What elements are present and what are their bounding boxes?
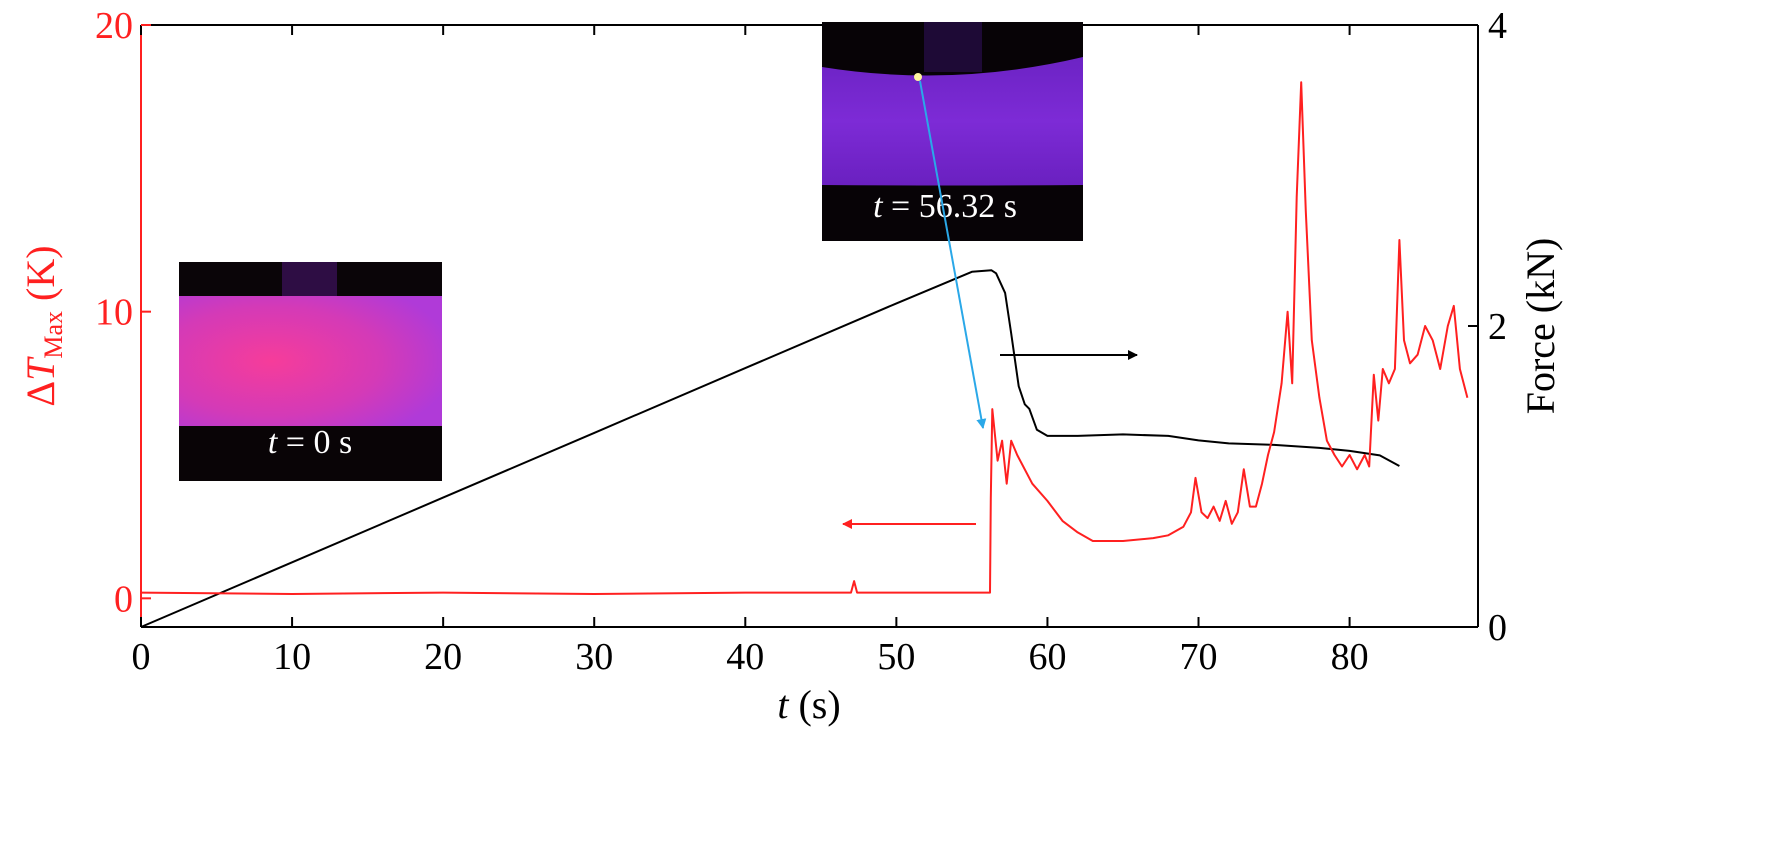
inset-t56-specimen [822, 57, 1083, 186]
inset-t0-label: t = 0 s [268, 424, 352, 461]
x-tick-label: 50 [877, 636, 915, 678]
inset-t56-label: t = 56.32 s [873, 188, 1017, 225]
y-left-unit: (K) [18, 245, 63, 311]
x-axis-title: t (s) [777, 682, 840, 727]
inset-t56-value: = 56.32 s [883, 188, 1017, 225]
inset-image-t56: t = 56.32 s [822, 22, 1083, 241]
plot-area [140, 24, 1479, 628]
y-right-tick-label: 4 [1488, 5, 1507, 47]
x-tick-label: 40 [726, 636, 764, 678]
y-left-tick-label: 0 [114, 578, 133, 620]
series-layer [140, 81, 1469, 628]
inset-t56-var: t [873, 188, 884, 225]
inset-t0-value: = 0 s [277, 424, 352, 461]
inset-t0-grip-bottom [179, 426, 442, 481]
x-axis-var: t [777, 682, 789, 727]
axis-ticks: 0 10 20 30 40 50 60 70 80 0 10 20 0 2 4 [95, 5, 1507, 678]
x-axis-unit: (s) [788, 682, 840, 727]
y-left-var: T [18, 356, 63, 381]
inset-t0-specimen [179, 296, 442, 426]
inset-t0-var: t [268, 424, 279, 461]
temperature-series-line [140, 81, 1469, 595]
force-series-line [140, 269, 1400, 628]
y-left-sub: Max [39, 311, 68, 359]
x-tick-label: 70 [1180, 636, 1218, 678]
inset-t0-grip-top [282, 262, 337, 296]
arrow-hotspot-to-peak [919, 80, 987, 429]
inset-t56-hot-spot [914, 73, 922, 81]
x-tick-label: 80 [1331, 636, 1369, 678]
x-tick-label: 10 [273, 636, 311, 678]
inset-t56-grip-top [924, 22, 982, 72]
y-right-axis-title: Force (kN) [1518, 238, 1563, 415]
y-left-prefix: Δ [18, 381, 63, 407]
x-tick-label: 0 [132, 636, 151, 678]
inset-image-t0: t = 0 s [179, 262, 442, 481]
y-right-tick-label: 0 [1488, 607, 1507, 649]
x-tick-label: 30 [575, 636, 613, 678]
y-right-tick-label: 2 [1488, 306, 1507, 348]
y-left-axis-title: ΔTMax (K) [18, 245, 68, 406]
x-tick-label: 20 [424, 636, 462, 678]
y-left-tick-label: 20 [95, 5, 133, 47]
y-left-tick-label: 10 [95, 292, 133, 334]
x-tick-label: 60 [1028, 636, 1066, 678]
